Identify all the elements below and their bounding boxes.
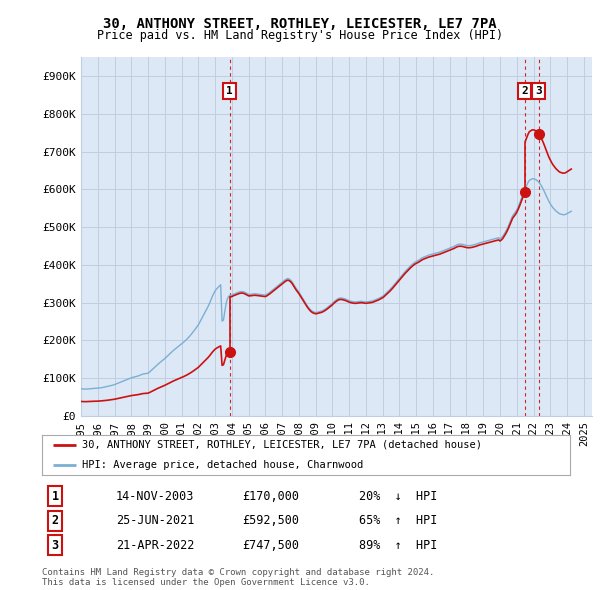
Text: £170,000: £170,000: [242, 490, 299, 503]
Text: 2: 2: [52, 514, 59, 527]
Text: Contains HM Land Registry data © Crown copyright and database right 2024.: Contains HM Land Registry data © Crown c…: [42, 568, 434, 576]
Text: 3: 3: [535, 86, 542, 96]
Text: This data is licensed under the Open Government Licence v3.0.: This data is licensed under the Open Gov…: [42, 578, 370, 587]
Text: 21-APR-2022: 21-APR-2022: [116, 539, 194, 552]
Text: £747,500: £747,500: [242, 539, 299, 552]
Text: £592,500: £592,500: [242, 514, 299, 527]
Text: 89%  ↑  HPI: 89% ↑ HPI: [359, 539, 437, 552]
Text: 25-JUN-2021: 25-JUN-2021: [116, 514, 194, 527]
Text: 30, ANTHONY STREET, ROTHLEY, LEICESTER, LE7 7PA: 30, ANTHONY STREET, ROTHLEY, LEICESTER, …: [103, 17, 497, 31]
Text: 2: 2: [521, 86, 528, 96]
Text: 65%  ↑  HPI: 65% ↑ HPI: [359, 514, 437, 527]
Text: 1: 1: [52, 490, 59, 503]
Text: 1: 1: [226, 86, 233, 96]
Text: HPI: Average price, detached house, Charnwood: HPI: Average price, detached house, Char…: [82, 460, 363, 470]
Text: 3: 3: [52, 539, 59, 552]
Text: Price paid vs. HM Land Registry's House Price Index (HPI): Price paid vs. HM Land Registry's House …: [97, 30, 503, 42]
Text: 20%  ↓  HPI: 20% ↓ HPI: [359, 490, 437, 503]
Text: 14-NOV-2003: 14-NOV-2003: [116, 490, 194, 503]
Text: 30, ANTHONY STREET, ROTHLEY, LEICESTER, LE7 7PA (detached house): 30, ANTHONY STREET, ROTHLEY, LEICESTER, …: [82, 440, 482, 450]
